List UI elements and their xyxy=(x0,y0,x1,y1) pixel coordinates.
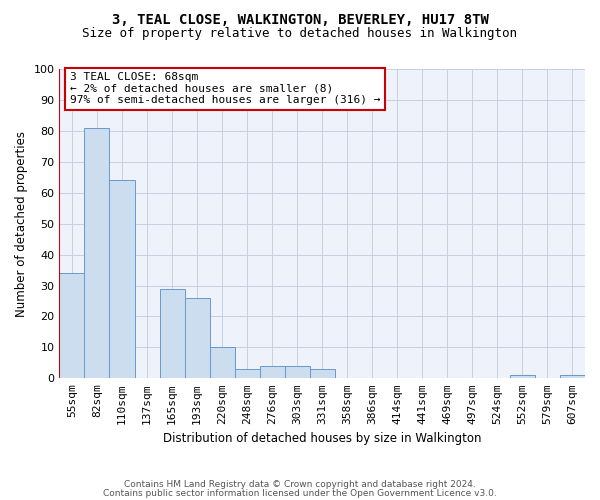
Text: Size of property relative to detached houses in Walkington: Size of property relative to detached ho… xyxy=(83,28,517,40)
Bar xyxy=(59,273,85,378)
Bar xyxy=(560,375,585,378)
Bar xyxy=(160,288,185,378)
Bar xyxy=(310,369,335,378)
Bar xyxy=(235,369,260,378)
Bar xyxy=(284,366,310,378)
Text: 3 TEAL CLOSE: 68sqm
← 2% of detached houses are smaller (8)
97% of semi-detached: 3 TEAL CLOSE: 68sqm ← 2% of detached hou… xyxy=(70,72,380,106)
Bar xyxy=(209,348,235,378)
Bar xyxy=(260,366,284,378)
Bar xyxy=(85,128,109,378)
X-axis label: Distribution of detached houses by size in Walkington: Distribution of detached houses by size … xyxy=(163,432,481,445)
Text: Contains public sector information licensed under the Open Government Licence v3: Contains public sector information licen… xyxy=(103,488,497,498)
Bar xyxy=(109,180,134,378)
Text: Contains HM Land Registry data © Crown copyright and database right 2024.: Contains HM Land Registry data © Crown c… xyxy=(124,480,476,489)
Y-axis label: Number of detached properties: Number of detached properties xyxy=(15,130,28,316)
Text: 3, TEAL CLOSE, WALKINGTON, BEVERLEY, HU17 8TW: 3, TEAL CLOSE, WALKINGTON, BEVERLEY, HU1… xyxy=(112,12,488,26)
Bar xyxy=(185,298,209,378)
Bar xyxy=(510,375,535,378)
